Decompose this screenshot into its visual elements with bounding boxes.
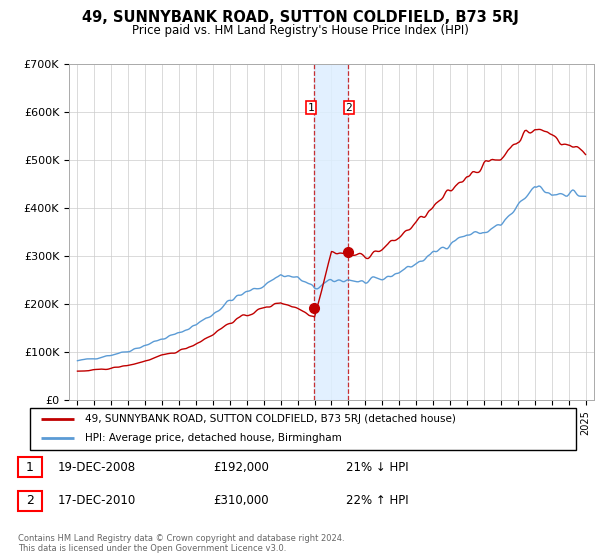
Text: 2: 2 — [26, 494, 34, 507]
Text: £310,000: £310,000 — [214, 494, 269, 507]
Text: 49, SUNNYBANK ROAD, SUTTON COLDFIELD, B73 5RJ: 49, SUNNYBANK ROAD, SUTTON COLDFIELD, B7… — [82, 10, 518, 25]
Bar — [18, 491, 42, 511]
Text: 49, SUNNYBANK ROAD, SUTTON COLDFIELD, B73 5RJ (detached house): 49, SUNNYBANK ROAD, SUTTON COLDFIELD, B7… — [85, 414, 455, 424]
Text: 1: 1 — [308, 102, 315, 113]
Text: Contains HM Land Registry data © Crown copyright and database right 2024.
This d: Contains HM Land Registry data © Crown c… — [18, 534, 344, 553]
Text: 2: 2 — [345, 102, 352, 113]
Bar — [314, 64, 348, 400]
Text: 17-DEC-2010: 17-DEC-2010 — [58, 494, 136, 507]
Text: 21% ↓ HPI: 21% ↓ HPI — [346, 461, 409, 474]
Text: HPI: Average price, detached house, Birmingham: HPI: Average price, detached house, Birm… — [85, 433, 341, 443]
Bar — [18, 458, 42, 477]
Text: 19-DEC-2008: 19-DEC-2008 — [58, 461, 136, 474]
Text: 22% ↑ HPI: 22% ↑ HPI — [346, 494, 409, 507]
Text: £192,000: £192,000 — [214, 461, 269, 474]
Text: 1: 1 — [26, 461, 34, 474]
Text: Price paid vs. HM Land Registry's House Price Index (HPI): Price paid vs. HM Land Registry's House … — [131, 24, 469, 36]
